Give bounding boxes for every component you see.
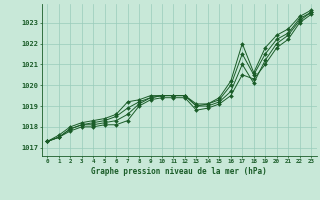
X-axis label: Graphe pression niveau de la mer (hPa): Graphe pression niveau de la mer (hPa) (91, 167, 267, 176)
